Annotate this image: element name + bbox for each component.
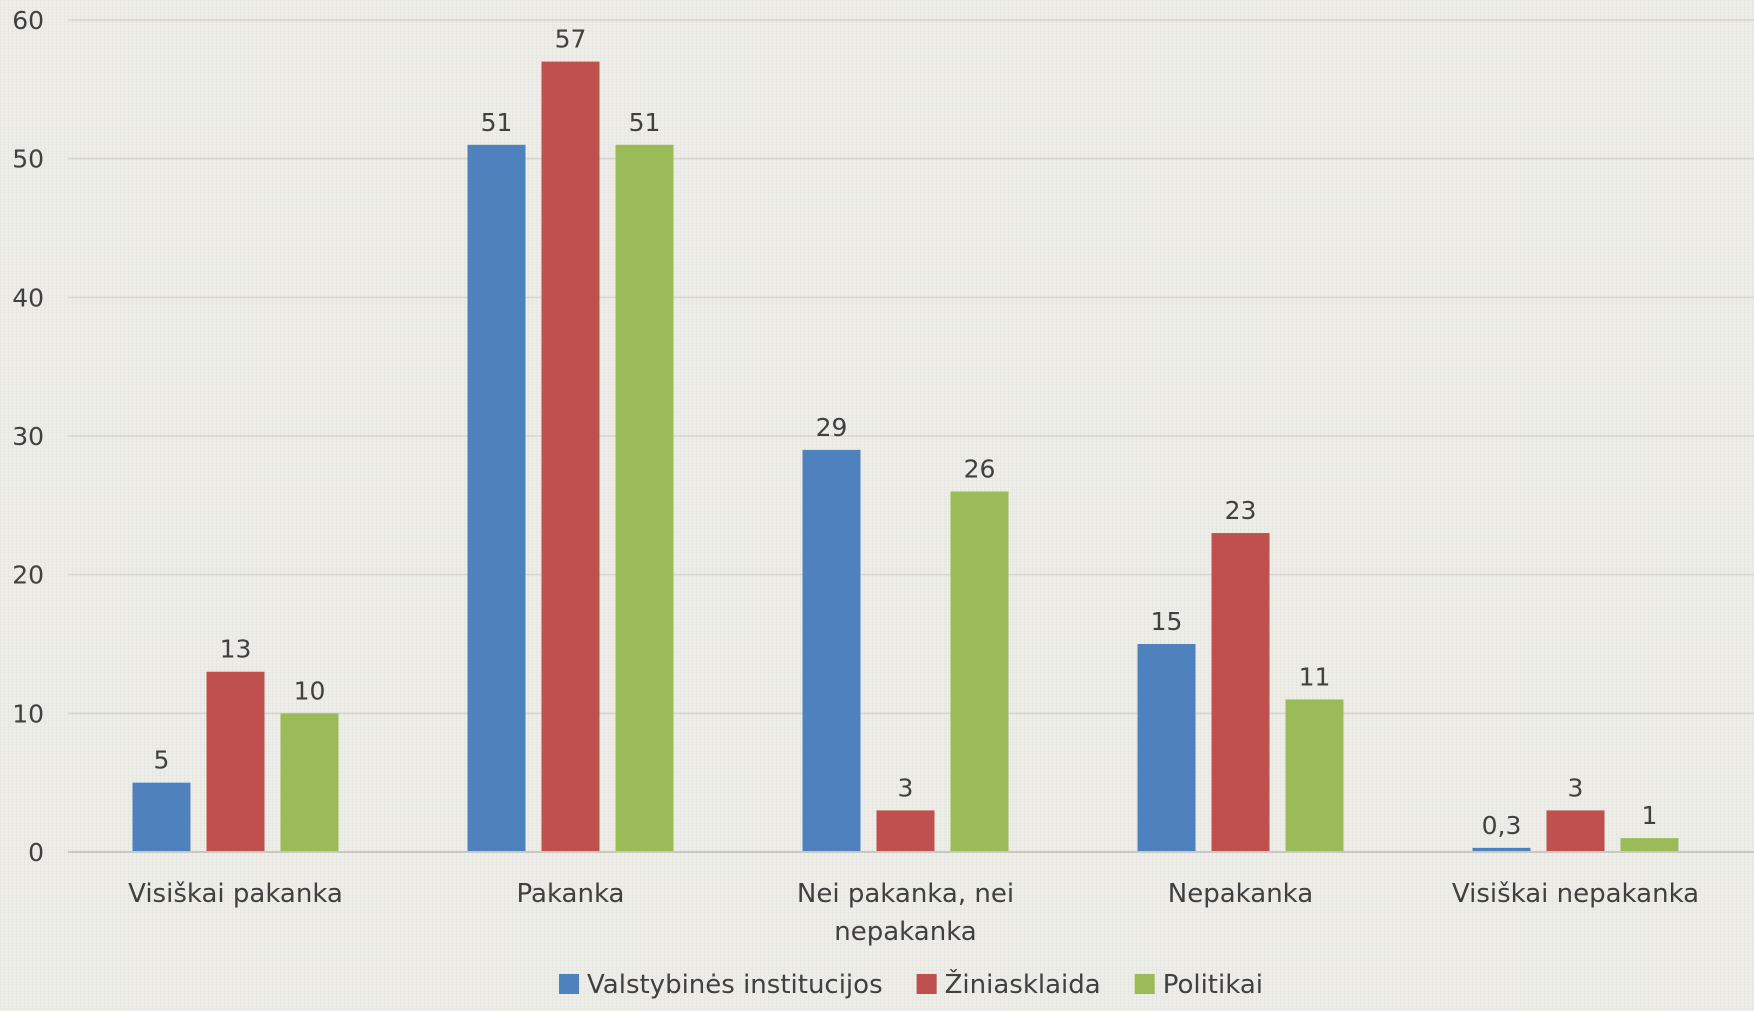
bar [280,713,339,852]
legend-marker [1134,974,1155,994]
x-axis-category-labels: Visiškai pakanka Pakanka Nei pakanka, nei n… [128,879,1699,947]
legend-marker [559,974,580,994]
data-label: 23 [1225,496,1257,525]
x-axis-category-label: Nepakanka [1168,879,1313,909]
data-label: 3 [1568,773,1584,802]
y-tick-label: 0 [28,838,44,867]
bar [1472,847,1531,852]
y-tick-label: 20 [12,561,44,590]
bar [541,61,600,853]
data-label: 51 [629,108,661,137]
data-label: 29 [816,413,848,442]
data-label: 13 [220,635,252,664]
x-axis-category-label: Visiškai nepakanka [1452,879,1699,909]
data-label: 1 [1642,801,1658,830]
y-axis-tick-labels: 0 10 20 30 40 50 60 [12,6,44,867]
bar [950,491,1009,852]
y-tick-label: 40 [12,283,44,312]
bar [1620,838,1679,852]
y-tick-label: 60 [12,6,44,35]
legend-label: Valstybinės institucijos [587,970,883,1000]
data-labels: 5 13 10 51 57 51 29 3 26 15 23 11 0,3 3 1 [154,25,1658,840]
data-label: 5 [154,746,170,775]
data-label: 57 [555,25,587,54]
data-label: 15 [1151,607,1183,636]
data-label: 11 [1299,662,1331,691]
bar [615,144,674,853]
x-axis-category-label: Nei pakanka, nei [797,879,1014,909]
legend-label: Žiniasklaida [945,968,1101,1000]
x-axis-category-label: Visiškai pakanka [128,879,343,909]
y-tick-label: 10 [12,699,44,728]
legend: Valstybinės institucijos Žiniasklaida Poli… [559,968,1263,1000]
bar [1546,810,1605,852]
data-label: 10 [294,676,326,705]
bars [132,61,1679,853]
data-label: 0,3 [1482,811,1522,840]
data-label: 26 [964,454,996,483]
y-tick-label: 30 [12,422,44,451]
bar [802,449,861,852]
bar [1285,699,1344,852]
gridlines [68,19,1754,715]
bar [1211,533,1270,852]
data-label: 51 [481,108,513,137]
legend-marker [916,974,937,994]
bar [1137,644,1196,852]
x-axis-category-label: nepakanka [834,917,976,947]
bar [206,671,265,852]
legend-label: Politikai [1163,970,1263,1000]
y-tick-label: 50 [12,145,44,174]
data-label: 3 [898,773,914,802]
bar [132,782,191,852]
bar [467,144,526,853]
bar [876,810,935,852]
x-axis-category-label: Pakanka [517,879,625,909]
